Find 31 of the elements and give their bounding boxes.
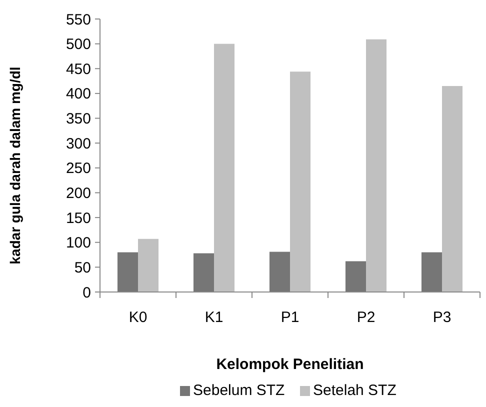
y-tick-label: 200 — [66, 184, 91, 202]
y-tick-label: 350 — [66, 110, 91, 128]
legend-label: Sebelum STZ — [193, 382, 285, 399]
bar — [345, 261, 366, 292]
bar — [117, 252, 138, 292]
bar — [442, 86, 463, 292]
bar — [214, 44, 235, 292]
y-tick-label: 550 — [66, 11, 91, 28]
y-tick-label: 400 — [66, 86, 91, 103]
bar — [421, 252, 442, 292]
y-tick-label: 0 — [82, 284, 91, 302]
y-tick-label: 150 — [66, 210, 91, 227]
bar — [193, 253, 214, 292]
y-tick-label: 500 — [66, 36, 91, 54]
x-tick-label: P3 — [432, 309, 452, 326]
y-tick-label: 450 — [66, 60, 91, 78]
y-tick-label: 250 — [66, 160, 91, 178]
x-tick-label: K0 — [128, 309, 148, 326]
y-tick-label: 50 — [74, 259, 91, 276]
x-tick-label: P1 — [280, 309, 300, 326]
x-axis-title: Kelompok Penelitian — [216, 356, 364, 373]
bar — [269, 252, 290, 292]
x-tick-label: K1 — [204, 309, 224, 326]
bar — [366, 39, 387, 292]
bar — [290, 72, 311, 292]
y-axis-title: kadar gula darah dalam mg/dl — [7, 66, 23, 264]
legend-label: Setelah STZ — [313, 382, 396, 399]
bar — [138, 238, 159, 292]
x-tick-label: P2 — [356, 309, 376, 326]
y-tick-label: 300 — [66, 135, 91, 152]
y-tick-label: 100 — [66, 234, 91, 252]
